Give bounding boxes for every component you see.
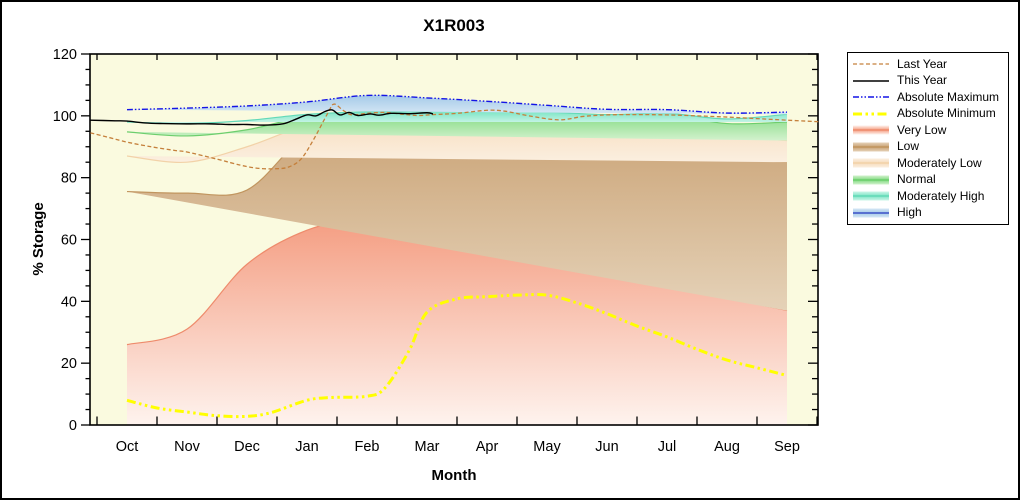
line-absolute-maximum xyxy=(126,94,788,114)
x-tick-label-apr: Apr xyxy=(476,439,499,455)
legend-item-normal: Normal xyxy=(853,172,1003,187)
legend-item-high: High xyxy=(853,205,1003,220)
x-tick-label-oct: Oct xyxy=(116,439,139,455)
legend-label: This Year xyxy=(897,73,948,88)
legend-item-this-year: This Year xyxy=(853,73,1003,88)
legend-label: Moderately High xyxy=(897,188,985,203)
y-tick-label-100: 100 xyxy=(53,109,77,125)
legend-swatch-normal xyxy=(853,175,889,185)
legend-label: Moderately Low xyxy=(897,155,982,170)
plot-frame xyxy=(89,53,819,426)
y-tick-label-60: 60 xyxy=(61,233,77,249)
legend: Last Year This Year Absolute Maximum Absolu… xyxy=(847,52,1009,225)
x-tick-label-aug: Aug xyxy=(714,439,740,455)
x-tick-label-feb: Feb xyxy=(355,439,380,455)
legend-swatch-absolute-minimum xyxy=(853,112,889,116)
legend-label: Low xyxy=(897,139,920,154)
legend-label: Absolute Minimum xyxy=(897,106,996,121)
legend-swatch-this-year xyxy=(853,79,889,82)
x-tick-label-jul: Jul xyxy=(658,439,677,455)
legend-swatch-moderately-high xyxy=(853,191,889,201)
legend-label: Last Year xyxy=(897,56,948,71)
legend-swatch-low xyxy=(853,142,889,152)
legend-item-absolute-maximum: Absolute Maximum xyxy=(853,90,1003,105)
legend-label: Normal xyxy=(897,172,936,187)
legend-item-moderately-high: Moderately High xyxy=(853,189,1003,204)
legend-label: Very Low xyxy=(897,122,947,137)
legend-item-last-year: Last Year xyxy=(853,57,1003,72)
y-tick-label-80: 80 xyxy=(61,171,77,187)
legend-item-low: Low xyxy=(853,139,1003,154)
legend-swatch-last-year xyxy=(853,63,889,65)
x-tick-label-dec: Dec xyxy=(234,439,260,455)
band-low xyxy=(127,113,787,311)
legend-label: Absolute Maximum xyxy=(897,89,1000,104)
y-axis-label: % Storage xyxy=(30,202,47,275)
x-tick-label-nov: Nov xyxy=(174,439,201,455)
line-last-year xyxy=(90,103,819,170)
x-tick-label-mar: Mar xyxy=(415,439,440,455)
x-tick-label-jan: Jan xyxy=(295,439,318,455)
legend-label: High xyxy=(897,205,922,220)
legend-swatch-high xyxy=(853,208,889,218)
band-high xyxy=(127,95,787,115)
legend-swatch-absolute-maximum xyxy=(853,96,889,98)
x-axis-label: Month xyxy=(432,467,477,484)
x-tick-label-may: May xyxy=(533,439,561,455)
legend-item-very-low: Very Low xyxy=(853,123,1003,138)
legend-item-moderately-low: Moderately Low xyxy=(853,156,1003,171)
chart-title: X1R003 xyxy=(423,16,484,35)
y-tick-label-0: 0 xyxy=(69,418,77,434)
axes xyxy=(81,53,819,426)
y-tick-label-120: 120 xyxy=(53,47,77,63)
legend-item-absolute-minimum: Absolute Minimum xyxy=(853,106,1003,121)
tick-labels: Oct Nov Dec Jan Feb Mar Apr May Jun Jul Aug Sep 0 20 4… xyxy=(53,47,800,455)
x-tick-label-jun: Jun xyxy=(595,439,618,455)
y-tick-label-40: 40 xyxy=(61,294,77,310)
line-absolute-minimum xyxy=(126,293,788,419)
legend-swatch-very-low xyxy=(853,125,889,135)
data-lines xyxy=(90,94,819,419)
legend-swatch-moderately-low xyxy=(853,158,889,168)
x-tick-label-sep: Sep xyxy=(774,439,800,455)
y-tick-label-20: 20 xyxy=(61,356,77,372)
line-this-year xyxy=(90,109,434,126)
